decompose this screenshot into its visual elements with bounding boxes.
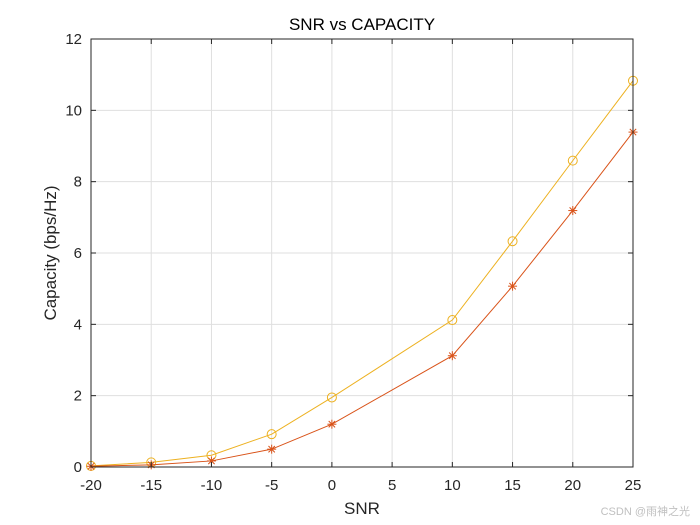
watermark: CSDN @雨神之光: [600, 506, 690, 518]
series-2-point: [508, 281, 518, 291]
series-1-point: [567, 155, 578, 166]
y-tick-label: 12: [65, 31, 82, 48]
series-group: [86, 75, 638, 471]
y-axis-label: Capacity (bps/Hz): [41, 185, 60, 320]
series-2-point: [206, 456, 216, 466]
series-1-point: [266, 429, 277, 440]
y-tick-label: 10: [65, 102, 82, 119]
series-2-point: [568, 206, 578, 216]
x-tick-label: -20: [80, 477, 102, 494]
y-tick-label: 8: [74, 174, 82, 191]
series-1-line: [90, 80, 634, 467]
chart-title: SNR vs CAPACITY: [289, 15, 435, 34]
ticks: -20 -15 -10 -5 0 5 10 15 20 25 0 2 4 6 8 10 12: [65, 31, 641, 494]
x-tick-label: 25: [625, 477, 642, 494]
x-tick-label: -10: [201, 477, 223, 494]
x-tick-label: 5: [388, 477, 396, 494]
series-1-point: [507, 236, 518, 247]
x-axis-label: SNR: [344, 499, 380, 518]
x-tick-label: -5: [265, 477, 278, 494]
y-tick-label: 4: [74, 316, 82, 333]
x-tick-label: -15: [140, 477, 162, 494]
x-tick-label: 15: [504, 477, 521, 494]
x-tick-label: 10: [444, 477, 461, 494]
series-2-point: [267, 444, 277, 454]
x-tick-label: 20: [564, 477, 581, 494]
y-tick-label: 6: [74, 245, 82, 262]
series-2-point: [447, 351, 457, 361]
x-tick-label: 0: [328, 477, 336, 494]
y-tick-label: 2: [74, 388, 82, 405]
series-1-point: [447, 315, 458, 326]
series-1-point: [326, 392, 337, 403]
y-tick-label: 0: [74, 459, 82, 476]
series-2-point: [327, 419, 337, 429]
